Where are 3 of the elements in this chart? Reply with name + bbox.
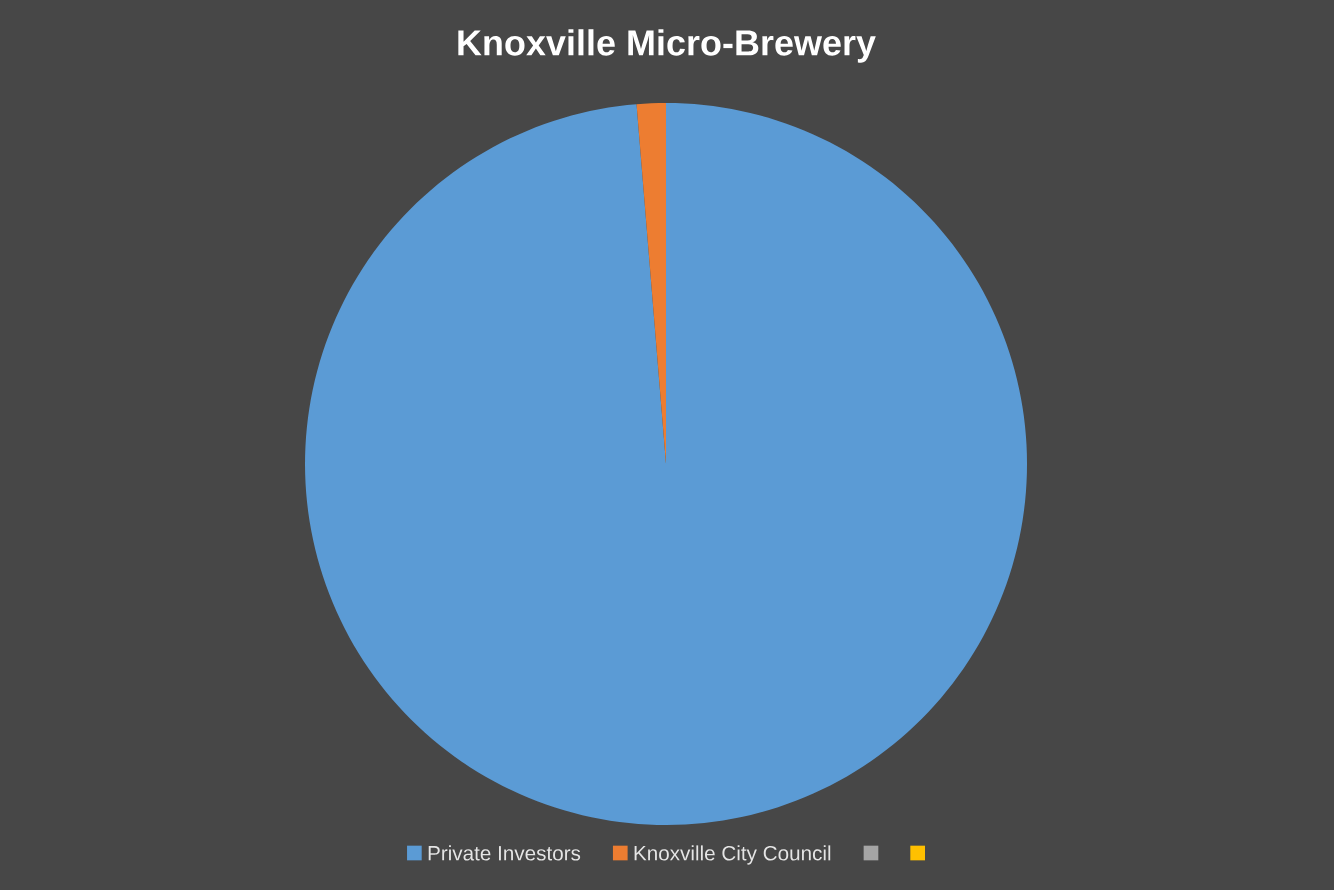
legend-label: Knoxville City Council	[634, 845, 831, 865]
legend-label: Private Investors	[428, 845, 581, 861]
chart-title: Knoxville Micro-Brewery	[458, 29, 876, 63]
